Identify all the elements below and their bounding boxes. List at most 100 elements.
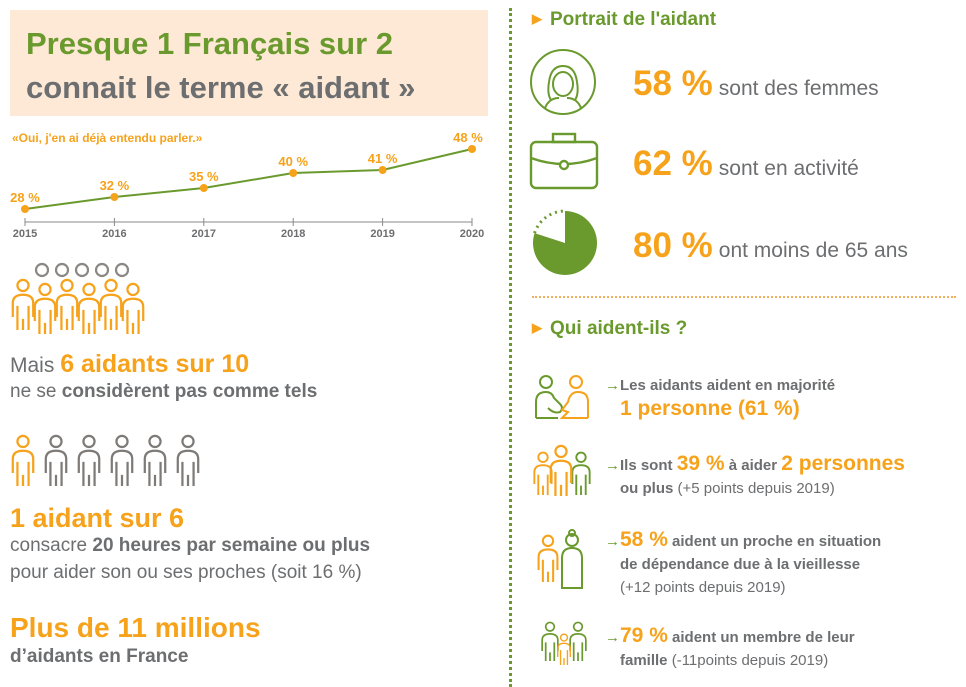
data-point: [289, 169, 298, 177]
stat-highlight: 6 aidants sur 10: [60, 350, 250, 378]
stat-text: ont moins de 65 ans: [718, 239, 908, 262]
text-highlight: 39 %: [676, 452, 725, 475]
stat-six-of-ten-detail: ne se considèrent pas comme tels: [10, 381, 317, 403]
arrow-icon: →: [605, 457, 620, 474]
portrait-heading: ▶ Portrait de l'aidant: [532, 9, 716, 31]
stat-six-of-ten: Mais 6 aidants sur 10: [10, 350, 249, 379]
qui-item-2: →Ils sont 39 % à aider 2 personnes ou pl…: [605, 452, 905, 500]
stat-text: sont des femmes: [718, 77, 879, 100]
stat-value: 80 %: [633, 226, 713, 265]
heading-text: Portrait de l'aidant: [550, 9, 717, 30]
page-title: Presque 1 Français sur 2: [26, 26, 394, 61]
stat-prefix: Mais: [10, 354, 61, 377]
stat-under-65: 80 % ont moins de 65 ans: [633, 226, 908, 266]
stat-value: 62 %: [633, 144, 713, 183]
person-icon: [77, 282, 101, 336]
page-subtitle: connait le terme « aidant »: [26, 70, 416, 105]
x-tick-label: 2019: [370, 228, 394, 240]
woman-icon: [530, 49, 596, 115]
heading-text: Qui aident-ils ?: [550, 318, 688, 339]
data-label: 28 %: [10, 190, 40, 205]
person-icon: [44, 434, 68, 488]
data-point: [378, 166, 387, 174]
stat-value: 58 %: [633, 64, 713, 103]
data-label: 35 %: [189, 169, 219, 184]
x-tick-label: 2018: [281, 228, 305, 240]
text: aident un proche en situation: [667, 533, 882, 550]
pie-dotted-arc: [533, 209, 566, 234]
text-highlight: 1 personne (61 %): [620, 397, 800, 420]
data-point: [110, 193, 119, 201]
line-chart: 2015 28 % 2016 32 % 2017 35 % 2018 40 % 2019 41 %…: [10, 130, 484, 240]
arrow-icon: →: [605, 377, 620, 394]
data-point: [199, 184, 208, 192]
briefcase-icon: [529, 132, 599, 190]
person-head-gray: [34, 262, 50, 278]
pie-icon: [533, 209, 597, 275]
text-highlight: 58 %: [620, 528, 668, 551]
crowd-people-icon: [11, 262, 145, 336]
series-line: [24, 148, 473, 210]
triangle-icon: ▶: [532, 320, 542, 335]
helping-hand-icon: [535, 375, 589, 419]
x-tick-label: 2020: [460, 228, 484, 240]
stat-one-of-six-line2: pour aider son ou ses proches (soit 16 %…: [10, 562, 362, 583]
data-point: [468, 145, 476, 153]
pie-filled-slice: [533, 211, 597, 275]
stat-one-of-six: 1 aidant sur 6: [10, 503, 185, 533]
text: ne se: [10, 381, 62, 402]
text: (-11points depuis 2019): [667, 652, 829, 669]
arrow-icon: →: [605, 629, 620, 646]
qui-item-3: →58 % aident un proche en situation de d…: [605, 528, 881, 599]
person-icon: [77, 434, 101, 488]
person-head-gray: [94, 262, 110, 278]
person-icon: [11, 434, 35, 488]
text-highlight: 79 %: [620, 624, 668, 647]
text: Les aidants aident en majorité: [620, 377, 836, 394]
chart-title: «Oui, j'en ai déjà entendu parler.»: [12, 131, 203, 145]
text: aident un membre de leur: [667, 629, 855, 646]
data-point: [21, 205, 29, 213]
six-people-icon: [11, 434, 200, 488]
arrow-icon: →: [605, 533, 620, 550]
triangle-icon: ▶: [532, 11, 542, 26]
stat-eleven-million-sub: d’aidants en France: [10, 646, 189, 667]
text: (+12 points depuis 2019): [620, 579, 786, 596]
person-icon: [176, 434, 200, 488]
person-icon: [110, 434, 134, 488]
qui-item-4: →79 % aident un membre de leur famille (…: [605, 624, 855, 672]
text-highlight: 2 personnes: [781, 452, 905, 475]
text-bold: 20 heures par semaine ou plus: [92, 535, 371, 556]
stat-text: sont en activité: [718, 157, 859, 180]
person-head-gray: [114, 262, 130, 278]
qui-item-1: →Les aidants aident en majorité 1 person…: [605, 374, 835, 422]
person-icon: [121, 282, 145, 336]
horizontal-divider: [532, 296, 956, 298]
text-bold: considèrent pas comme tels: [61, 381, 318, 402]
title-box: [10, 10, 488, 116]
qui-heading: ▶ Qui aident-ils ?: [532, 318, 687, 340]
stat-one-of-six-line1: consacre 20 heures par semaine ou plus: [10, 535, 370, 557]
data-label: 48 %: [453, 130, 483, 145]
vertical-divider: [509, 8, 512, 687]
data-label: 40 %: [278, 154, 308, 169]
stat-employed: 62 % sont en activité: [633, 144, 859, 184]
elderly-care-icon: [537, 529, 583, 589]
text: de dépendance due à la vieillesse: [620, 556, 861, 573]
x-tick-label: 2015: [13, 228, 37, 240]
family-icon: [541, 621, 587, 665]
person-icon: [99, 278, 123, 332]
person-icon: [55, 278, 79, 332]
text: Ils sont: [620, 457, 677, 474]
person-icon: [143, 434, 167, 488]
text: ou plus: [620, 480, 674, 497]
person-icon: [11, 278, 35, 332]
data-label: 32 %: [100, 178, 130, 193]
group-people-icon: [533, 444, 591, 498]
text: à aider: [724, 457, 782, 474]
stat-eleven-million: Plus de 11 millions: [10, 612, 261, 643]
data-label: 41 %: [368, 151, 398, 166]
stat-women: 58 % sont des femmes: [633, 64, 879, 104]
person-icon: [33, 282, 57, 336]
x-tick-label: 2017: [192, 228, 216, 240]
